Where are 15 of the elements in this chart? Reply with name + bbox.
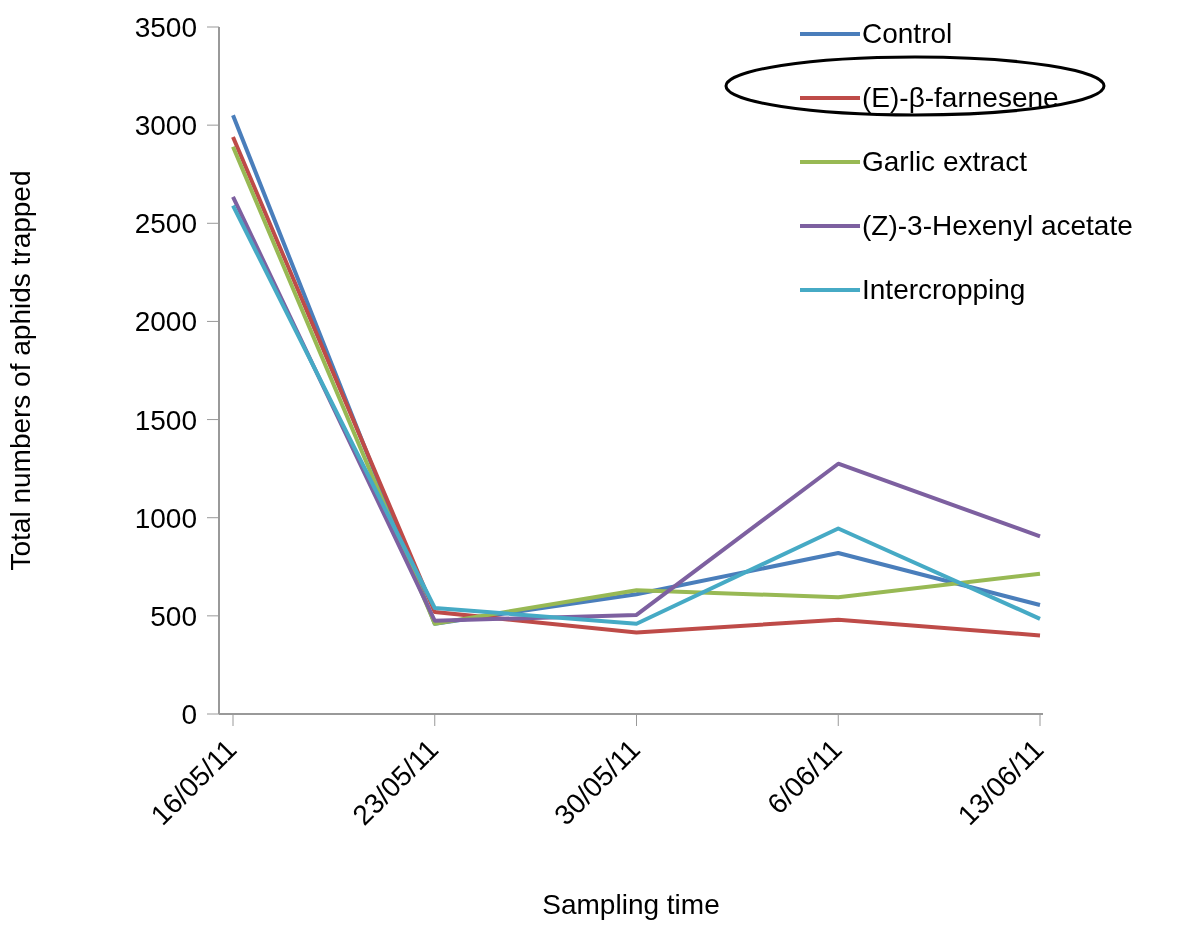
y-tick-label: 0 xyxy=(181,698,197,730)
y-axis-title: Total numbers of aphids trapped xyxy=(4,170,36,571)
y-tick-label: 1000 xyxy=(134,502,197,534)
legend-label: (E)-β-farnesene xyxy=(862,82,1059,114)
y-tick-label: 3000 xyxy=(134,110,197,142)
y-tick-label: 3500 xyxy=(134,11,197,43)
y-tick-label: 1500 xyxy=(134,404,197,436)
legend-label: (Z)-3-Hexenyl acetate xyxy=(862,210,1133,242)
legend-label: Control xyxy=(862,18,953,50)
legend-label: Garlic extract xyxy=(862,146,1027,178)
legend-label: Intercropping xyxy=(862,274,1026,306)
x-axis-title: Sampling time xyxy=(542,889,720,920)
y-tick-label: 2500 xyxy=(134,208,197,240)
y-tick-label: 500 xyxy=(150,600,197,632)
y-tick-label: 2000 xyxy=(134,306,197,338)
